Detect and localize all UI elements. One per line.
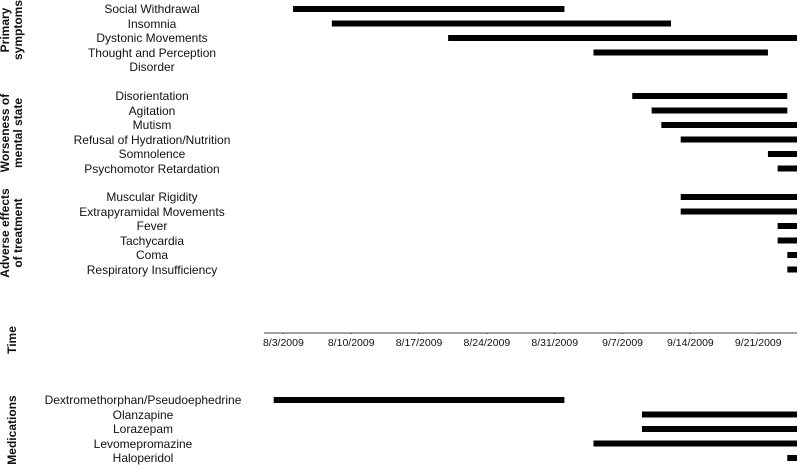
- bar: [787, 266, 797, 273]
- bar: [273, 397, 565, 403]
- row-label: Somnolence: [118, 147, 186, 161]
- row-label: Dextromethorphan/Pseudoephedrine: [44, 393, 242, 407]
- row-label: Psychomotor Retardation: [84, 161, 220, 176]
- row-label: Tachycardia: [119, 233, 185, 248]
- x-tick-label: 8/24/2009: [463, 337, 511, 349]
- bar: [593, 440, 797, 447]
- x-tick-label: 8/10/2009: [327, 337, 375, 349]
- bar: [448, 35, 797, 41]
- bar: [767, 151, 797, 157]
- group-label: Adverse effects of treatment: [0, 188, 25, 278]
- x-tick-label: 8/3/2009: [262, 337, 304, 349]
- x-tick-label: 9/14/2009: [667, 337, 714, 349]
- row-label: Mutism: [132, 118, 172, 132]
- x-axis-title: Time: [4, 326, 19, 354]
- bar: [632, 93, 788, 99]
- group-label: Primary symptoms: [0, 0, 25, 61]
- row-label: Thought and Perception Disorder: [87, 45, 217, 74]
- x-tick-label: 9/21/2009: [734, 337, 782, 349]
- bar: [680, 136, 797, 143]
- row-label: Dystonic Movements: [96, 31, 208, 45]
- row-label: Lorazepam: [112, 422, 174, 436]
- bar: [777, 237, 797, 244]
- bar: [293, 6, 565, 12]
- bar: [787, 455, 797, 461]
- row-label: Extrapyramidal Movements: [79, 204, 225, 219]
- bar: [641, 411, 797, 418]
- row-label: Insomnia: [127, 16, 177, 31]
- row-label: Disorientation: [115, 89, 189, 103]
- row-label: Fever: [136, 219, 168, 233]
- x-tick-label: 9/7/2009: [602, 337, 643, 349]
- row-label: Haloperidol: [112, 451, 174, 465]
- bar: [680, 194, 797, 200]
- row-label: Muscular Rigidity: [106, 190, 198, 204]
- row-label: Refusal of Hydration/Nutrition: [73, 132, 231, 147]
- bar: [593, 49, 768, 56]
- row-label: Respiratory Insufficiency: [86, 262, 218, 277]
- bar: [651, 107, 788, 114]
- row-label: Olanzapine: [112, 407, 174, 422]
- group-label: Worseness of mental state: [0, 93, 25, 173]
- x-tick-label: 8/17/2009: [395, 337, 443, 349]
- row-label: Social Withdrawal: [104, 2, 200, 16]
- row-label: Agitation: [128, 103, 176, 118]
- bar: [777, 165, 797, 172]
- bar: [680, 208, 797, 215]
- bar: [787, 252, 797, 258]
- x-tick-label: 8/31/2009: [531, 337, 579, 349]
- bar: [331, 20, 672, 27]
- bar: [661, 122, 797, 128]
- bar: [641, 426, 797, 432]
- group-label: Medications: [4, 395, 19, 465]
- bar: [777, 223, 797, 229]
- row-label: Coma: [135, 248, 169, 262]
- row-label: Levomepromazine: [93, 436, 193, 451]
